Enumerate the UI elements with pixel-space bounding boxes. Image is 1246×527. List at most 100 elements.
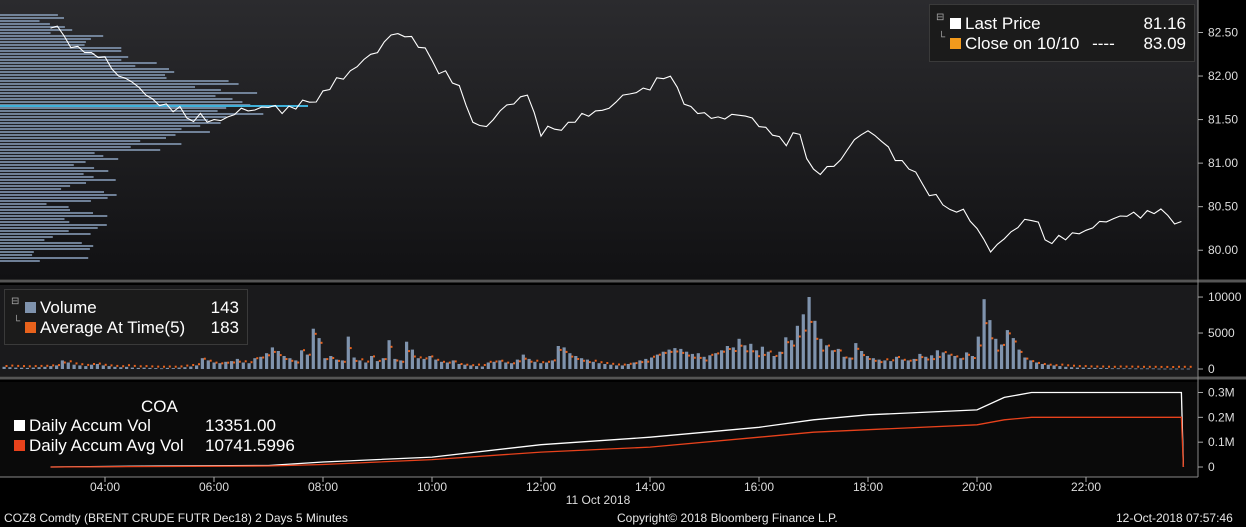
- avg-at-time-dot: [233, 361, 235, 364]
- avg-at-time-dot: [238, 360, 241, 363]
- volume-bar: [883, 360, 887, 369]
- avg-at-time-dot: [419, 356, 422, 359]
- volume-bar: [807, 297, 811, 369]
- avg-at-time-dot: [279, 354, 282, 357]
- avg-at-time-dot: [688, 354, 690, 357]
- volume-bar: [218, 363, 222, 369]
- avg-at-time-dot: [396, 359, 399, 362]
- volume-bar: [1040, 364, 1044, 369]
- volume-bar: [574, 356, 578, 369]
- volume-bar: [311, 328, 315, 369]
- volume-bar: [1134, 368, 1138, 370]
- avg-at-time-dot: [133, 364, 136, 367]
- accum-panel-bg: [0, 382, 1198, 477]
- price-profile-bar: [0, 38, 91, 40]
- volume-bar: [107, 366, 111, 369]
- avg-at-time-dot: [1090, 365, 1093, 368]
- volume-bar: [749, 343, 753, 369]
- volume-bar: [819, 338, 823, 369]
- volume-bar: [370, 356, 374, 369]
- avg-at-time-dot: [898, 356, 900, 358]
- avg-at-time-dot: [11, 364, 14, 367]
- volume-bar: [352, 357, 356, 369]
- volume-bar: [580, 358, 584, 369]
- volume-bar: [1070, 367, 1074, 369]
- volume-bar: [1035, 362, 1039, 369]
- volume-bar: [230, 361, 234, 369]
- volume-bar: [591, 361, 595, 369]
- legend-tree-icon: ⊟: [11, 296, 20, 307]
- avg-at-time-dot: [717, 352, 720, 355]
- volume-bar: [475, 366, 479, 369]
- volume-bar: [405, 341, 409, 369]
- volume-bar: [31, 367, 35, 369]
- avg-at-time-dot: [23, 365, 25, 368]
- volume-bar: [1081, 367, 1085, 369]
- volume-y-tick-label: 0: [1208, 362, 1215, 376]
- volume-bar: [836, 348, 840, 369]
- avg-at-time-dot: [5, 365, 8, 367]
- volume-bar: [276, 351, 280, 369]
- volume-bar: [825, 345, 829, 369]
- price-profile-bar: [0, 146, 131, 148]
- avg-at-time-dot: [1067, 364, 1070, 367]
- volume-bar: [562, 347, 566, 369]
- avg-at-time-dot: [104, 363, 107, 366]
- avg-at-time-dot: [1003, 343, 1005, 346]
- volume-bar: [620, 365, 624, 369]
- avg-at-time-dot: [460, 363, 463, 365]
- price-profile-bar: [0, 107, 227, 109]
- volume-bar: [1011, 338, 1015, 369]
- accum-avg-line: [50, 416, 1185, 468]
- avg-at-time-dot: [297, 361, 300, 364]
- avg-at-time-dot: [851, 357, 854, 360]
- volume-legend: ⊟ └ Volume 143 Average At Time(5) 183: [4, 289, 248, 345]
- accum-avg-row: Daily Accum Avg Vol: [14, 436, 184, 456]
- price-profile-bar: [0, 203, 47, 205]
- price-profile-bar: [0, 62, 157, 64]
- volume-bar: [877, 359, 881, 369]
- volume-bar: [924, 356, 928, 369]
- avg-at-time-dot: [618, 363, 620, 366]
- volume-bar: [212, 362, 216, 369]
- volume-bar: [1075, 367, 1079, 369]
- price-profile-bar: [0, 185, 71, 187]
- avg-at-time-dot: [1020, 350, 1023, 353]
- volume-bar: [1157, 368, 1161, 370]
- volume-bar: [790, 340, 794, 369]
- avg-at-time-dot: [1061, 363, 1064, 366]
- avg-at-time-dot: [338, 359, 340, 362]
- avg-at-time-dot: [524, 357, 527, 360]
- volume-bar: [1046, 364, 1050, 369]
- price-profile-bar: [0, 254, 33, 256]
- volume-bar: [416, 358, 420, 369]
- avg-at-time-dot: [944, 351, 947, 354]
- avg-at-time-dot: [1143, 365, 1145, 368]
- price-profile-bar: [0, 212, 93, 214]
- volume-bar: [959, 358, 963, 369]
- volume-bar: [504, 362, 508, 369]
- price-profile-bar: [0, 95, 216, 97]
- x-tick-label: 08:00: [308, 480, 338, 494]
- volume-bar: [2, 366, 6, 369]
- volume-bar: [941, 352, 945, 369]
- volume-bar: [795, 325, 799, 369]
- volume-bar: [399, 360, 403, 369]
- footer-security: COZ8 Comdty (BRENT CRUDE FUTR Dec18) 2 D…: [4, 511, 348, 525]
- volume-bar: [101, 365, 105, 369]
- avg-at-time-dot: [69, 360, 72, 363]
- volume-bar: [737, 338, 741, 369]
- avg-at-time-dot: [349, 347, 352, 350]
- volume-bar: [20, 367, 24, 369]
- volume-bar: [976, 336, 980, 369]
- avg-at-time-dot: [431, 355, 434, 358]
- avg-at-time-dot: [658, 353, 661, 356]
- volume-bar: [1116, 368, 1120, 370]
- price-profile-bar: [0, 89, 221, 91]
- price-profile-bar: [0, 179, 116, 181]
- avg-at-time-dot: [933, 358, 935, 361]
- avg-at-time-value: 183: [210, 318, 239, 337]
- volume-bar: [673, 348, 677, 369]
- volume-bar: [480, 366, 484, 369]
- avg-at-time-dot: [973, 357, 976, 359]
